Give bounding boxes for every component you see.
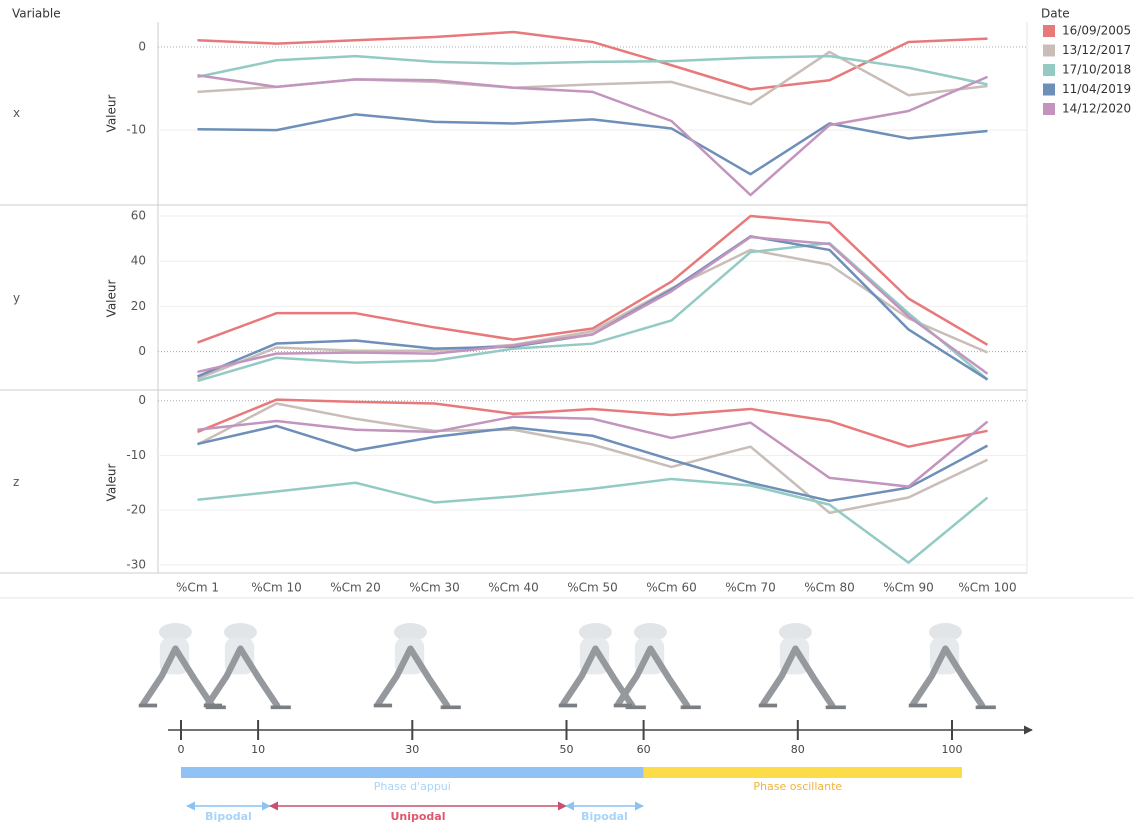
x-tick-label: %Cm 50 bbox=[567, 581, 618, 595]
support-label: Unipodal bbox=[390, 810, 445, 823]
y-tick-label: 0 bbox=[138, 393, 146, 407]
series-line bbox=[197, 73, 988, 197]
phase-bar bbox=[181, 767, 644, 778]
series-line bbox=[197, 235, 989, 381]
legend-swatch bbox=[1043, 64, 1055, 76]
x-tick-label: %Cm 40 bbox=[488, 581, 539, 595]
x-tick-label: %Cm 80 bbox=[804, 581, 855, 595]
legend-label: 16/09/2005 bbox=[1062, 24, 1131, 38]
y-tick-label: 40 bbox=[131, 254, 146, 268]
x-tick-label: %Cm 60 bbox=[646, 581, 697, 595]
y-tick-label: 0 bbox=[138, 39, 146, 53]
gait-tick-label: 80 bbox=[791, 743, 805, 756]
phase-bar bbox=[643, 767, 962, 778]
series-line bbox=[197, 235, 989, 375]
legend-label: 17/10/2018 bbox=[1062, 63, 1131, 77]
legend-swatch bbox=[1043, 44, 1055, 57]
y-axis-title: Valeur bbox=[105, 279, 119, 317]
x-tick-label: %Cm 70 bbox=[725, 581, 776, 595]
legend-label: 14/12/2020 bbox=[1062, 102, 1131, 116]
x-tick-label: %Cm 10 bbox=[251, 581, 302, 595]
series-line bbox=[197, 415, 989, 488]
series-line bbox=[197, 424, 989, 503]
y-axis-title: Valeur bbox=[105, 94, 119, 132]
x-tick-label: %Cm 1 bbox=[176, 581, 219, 595]
series-line bbox=[197, 113, 988, 176]
y-tick-label: -20 bbox=[126, 503, 146, 517]
legend-title: Date bbox=[1041, 7, 1070, 21]
legend-label: 11/04/2019 bbox=[1062, 82, 1131, 96]
facet-label: x bbox=[13, 106, 20, 120]
phase-label: Phase d'appui bbox=[374, 780, 451, 793]
legend-swatch bbox=[1043, 25, 1055, 37]
gait-figures bbox=[139, 623, 996, 707]
facet-label: z bbox=[13, 475, 19, 489]
gait-tick-label: 100 bbox=[942, 743, 963, 756]
series-line bbox=[197, 477, 989, 564]
phase-label: Phase oscillante bbox=[753, 780, 842, 793]
y-tick-label: 60 bbox=[131, 209, 146, 223]
facet-label: y bbox=[13, 291, 20, 305]
gait-tick-label: 60 bbox=[637, 743, 651, 756]
y-tick-label: 20 bbox=[131, 299, 146, 313]
gait-tick-label: 0 bbox=[178, 743, 185, 756]
series-line bbox=[197, 54, 988, 86]
y-tick-label: -30 bbox=[126, 557, 146, 571]
support-label: Bipodal bbox=[581, 810, 628, 823]
y-tick-label: -10 bbox=[126, 448, 146, 462]
variable-header: Variable bbox=[12, 7, 61, 21]
y-tick-label: -10 bbox=[126, 123, 146, 137]
x-tick-label: %Cm 100 bbox=[958, 581, 1016, 595]
y-tick-label: 0 bbox=[138, 344, 146, 358]
legend-swatch bbox=[1043, 103, 1055, 115]
series-line bbox=[197, 248, 988, 380]
support-label: Bipodal bbox=[205, 810, 252, 823]
series-line bbox=[196, 402, 989, 515]
gait-tick-label: 10 bbox=[251, 743, 265, 756]
gait-tick-label: 50 bbox=[560, 743, 574, 756]
y-axis-title: Valeur bbox=[105, 463, 119, 501]
x-tick-label: %Cm 90 bbox=[883, 581, 934, 595]
legend-label: 13/12/2017 bbox=[1062, 43, 1131, 57]
gait-tick-label: 30 bbox=[405, 743, 419, 756]
x-tick-label: %Cm 20 bbox=[330, 581, 381, 595]
legend-swatch bbox=[1043, 83, 1055, 96]
x-tick-label: %Cm 30 bbox=[409, 581, 460, 595]
series-line bbox=[197, 398, 988, 448]
series-line bbox=[197, 214, 989, 346]
